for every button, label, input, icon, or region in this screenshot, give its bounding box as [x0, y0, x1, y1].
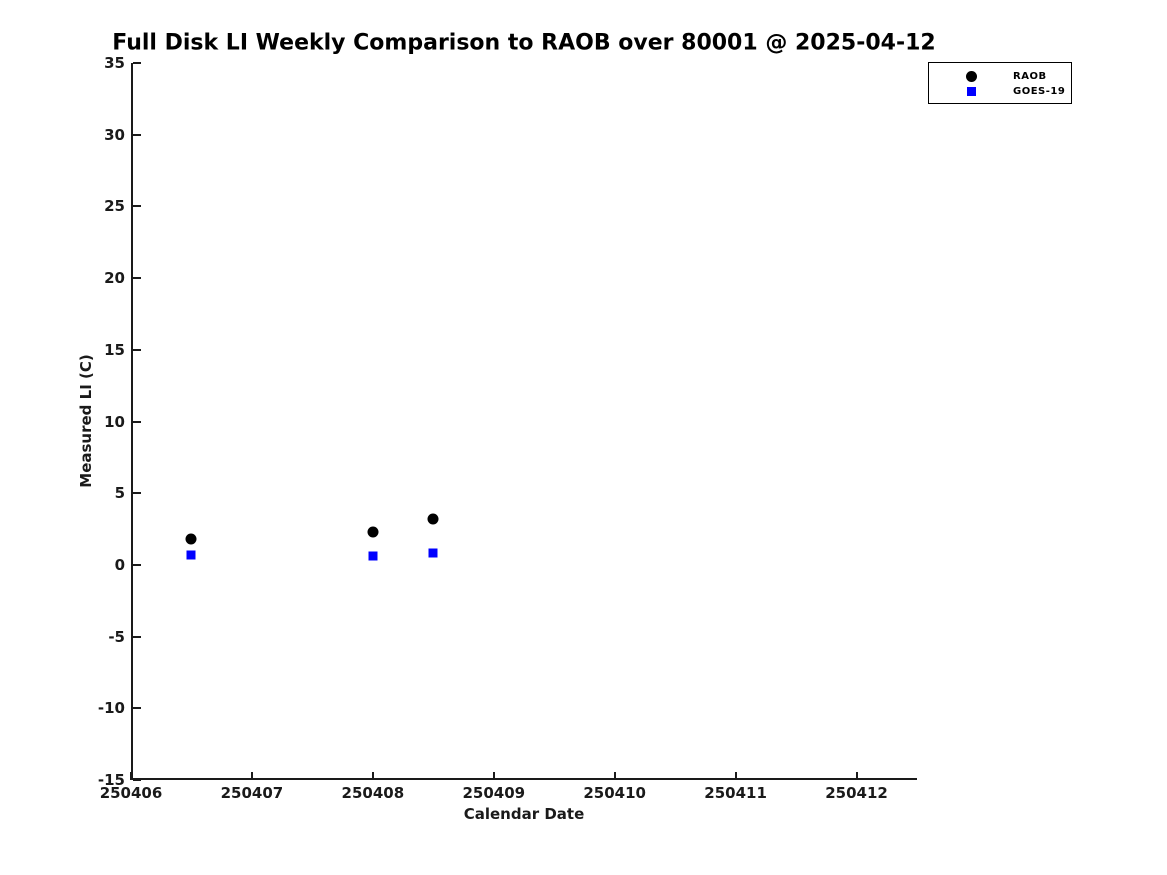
x-tick-label: 250408 — [341, 784, 405, 802]
legend-item-goes19: GOES-19 — [929, 84, 1071, 99]
goes19-marker-icon — [966, 87, 976, 96]
legend-marker-area — [929, 71, 1013, 82]
x-tick-label: 250406 — [99, 784, 163, 802]
x-tick-mark — [492, 772, 495, 780]
y-tick-label: 0 — [114, 555, 125, 574]
x-tick-label: 250407 — [220, 784, 284, 802]
x-axis-label: Calendar Date — [463, 805, 585, 823]
x-tick-label: 250412 — [825, 784, 888, 802]
y-tick-mark — [133, 277, 141, 280]
y-tick-label: -10 — [97, 699, 125, 718]
plot-area — [131, 63, 917, 780]
x-tick-label: 250410 — [583, 784, 646, 802]
x-tick-label: 250411 — [704, 784, 767, 802]
y-tick-label: 30 — [104, 125, 125, 144]
y-tick-mark — [133, 348, 141, 351]
y-tick-mark — [133, 707, 141, 710]
y-tick-mark — [133, 492, 141, 495]
x-tick-mark — [613, 772, 616, 780]
raob-data-point — [367, 526, 379, 538]
y-tick-label: 15 — [104, 340, 125, 359]
y-tick-label: 10 — [104, 412, 125, 431]
y-tick-mark — [133, 62, 141, 64]
legend: RAOB GOES-19 — [928, 62, 1072, 104]
x-tick-mark — [371, 772, 374, 780]
raob-marker-icon — [965, 71, 977, 82]
legend-label-raob: RAOB — [1013, 71, 1047, 82]
y-tick-mark — [133, 205, 141, 208]
raob-data-point — [427, 513, 439, 525]
x-tick-mark — [250, 772, 253, 780]
legend-label-goes19: GOES-19 — [1013, 86, 1066, 97]
y-tick-label: 35 — [104, 54, 125, 72]
chart-title: Full Disk LI Weekly Comparison to RAOB o… — [112, 30, 936, 56]
y-tick-label: 20 — [104, 269, 125, 288]
y-tick-mark — [133, 563, 141, 566]
y-tick-mark — [133, 133, 141, 136]
goes-19-data-point — [186, 550, 196, 560]
legend-item-raob: RAOB — [929, 69, 1071, 84]
x-tick-mark — [855, 772, 858, 780]
x-tick-mark — [734, 772, 737, 780]
y-tick-label: 25 — [104, 197, 125, 216]
x-tick-label: 250409 — [462, 784, 526, 802]
y-tick-mark — [133, 420, 141, 423]
y-tick-label: -15 — [97, 771, 125, 789]
y-tick-label: -5 — [108, 627, 125, 646]
y-tick-mark — [133, 635, 141, 638]
goes-19-data-point — [368, 551, 378, 561]
y-tick-mark — [133, 779, 141, 781]
legend-marker-area — [929, 87, 1013, 96]
y-tick-label: 5 — [114, 484, 125, 503]
goes-19-data-point — [428, 548, 438, 558]
x-tick-mark — [130, 772, 132, 780]
raob-data-point — [185, 533, 197, 545]
